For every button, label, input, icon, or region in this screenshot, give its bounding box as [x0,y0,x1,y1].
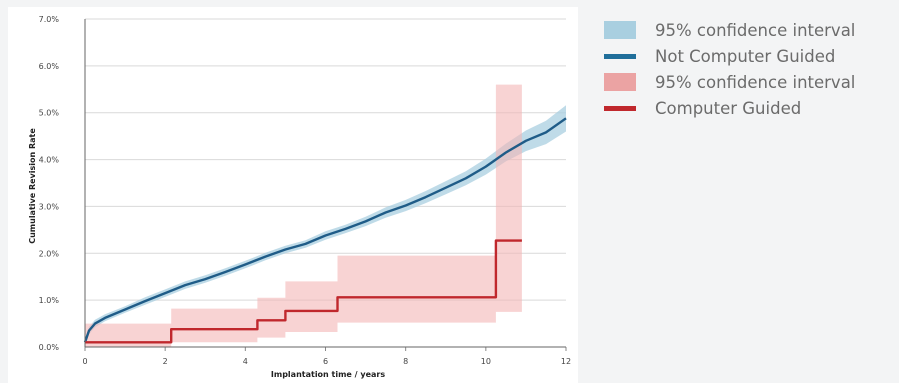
x-tick-label: 12 [561,357,571,366]
x-axis-title: Implantation time / years [271,370,385,379]
legend-item: Computer Guided [604,96,894,120]
x-tick-label: 6 [323,357,328,366]
tick-labels: 0.0% 1.0% 2.0% 3.0% 4.0% 5.0% 6.0% 7.0% 0 2 4 6 8 10 1… [39,15,571,366]
legend-label: 95% confidence interval [655,72,856,92]
legend-swatch [604,105,636,111]
y-tick-label: 7.0% [39,15,60,24]
y-tick-label: 6.0% [39,62,60,71]
chart-panel: 0.0% 1.0% 2.0% 3.0% 4.0% 5.0% 6.0% 7.0% 0 2 4 6 8 10 1… [8,7,578,383]
legend-label: Computer Guided [655,98,802,118]
legend-item: Not Computer Guided [604,44,894,68]
legend-swatch [604,73,636,91]
y-tick-label: 2.0% [39,249,60,258]
legend-label: 95% confidence interval [655,20,856,40]
legend-swatch [604,53,636,59]
x-tick-label: 10 [481,357,491,366]
revision-rate-chart: 0.0% 1.0% 2.0% 3.0% 4.0% 5.0% 6.0% 7.0% 0 2 4 6 8 10 1… [28,15,571,379]
legend-item: 95% confidence interval [604,18,894,42]
x-tick-label: 8 [403,357,408,366]
y-tick-label: 1.0% [39,296,60,305]
legend-swatch [604,21,636,39]
legend-label: Not Computer Guided [655,46,836,66]
series-lines [83,117,567,344]
x-tick-label: 0 [82,357,87,366]
y-tick-label: 3.0% [39,202,60,211]
y-tick-label: 0.0% [39,343,60,352]
x-tick-label: 2 [163,357,168,366]
confidence-bands [85,84,566,347]
legend: 95% confidence interval Not Computer Guid… [604,18,894,122]
y-tick-label: 4.0% [39,156,60,165]
grid-layer [85,18,566,348]
confidence-band-3 [85,84,522,347]
y-axis-title: Cumulative Revision Rate [28,128,37,244]
series-line-2 [85,239,522,344]
legend-item: 95% confidence interval [604,70,894,94]
x-tick-label: 4 [243,357,248,366]
axes [84,19,567,351]
y-tick-label: 5.0% [39,109,60,118]
series-line-0 [83,117,567,343]
